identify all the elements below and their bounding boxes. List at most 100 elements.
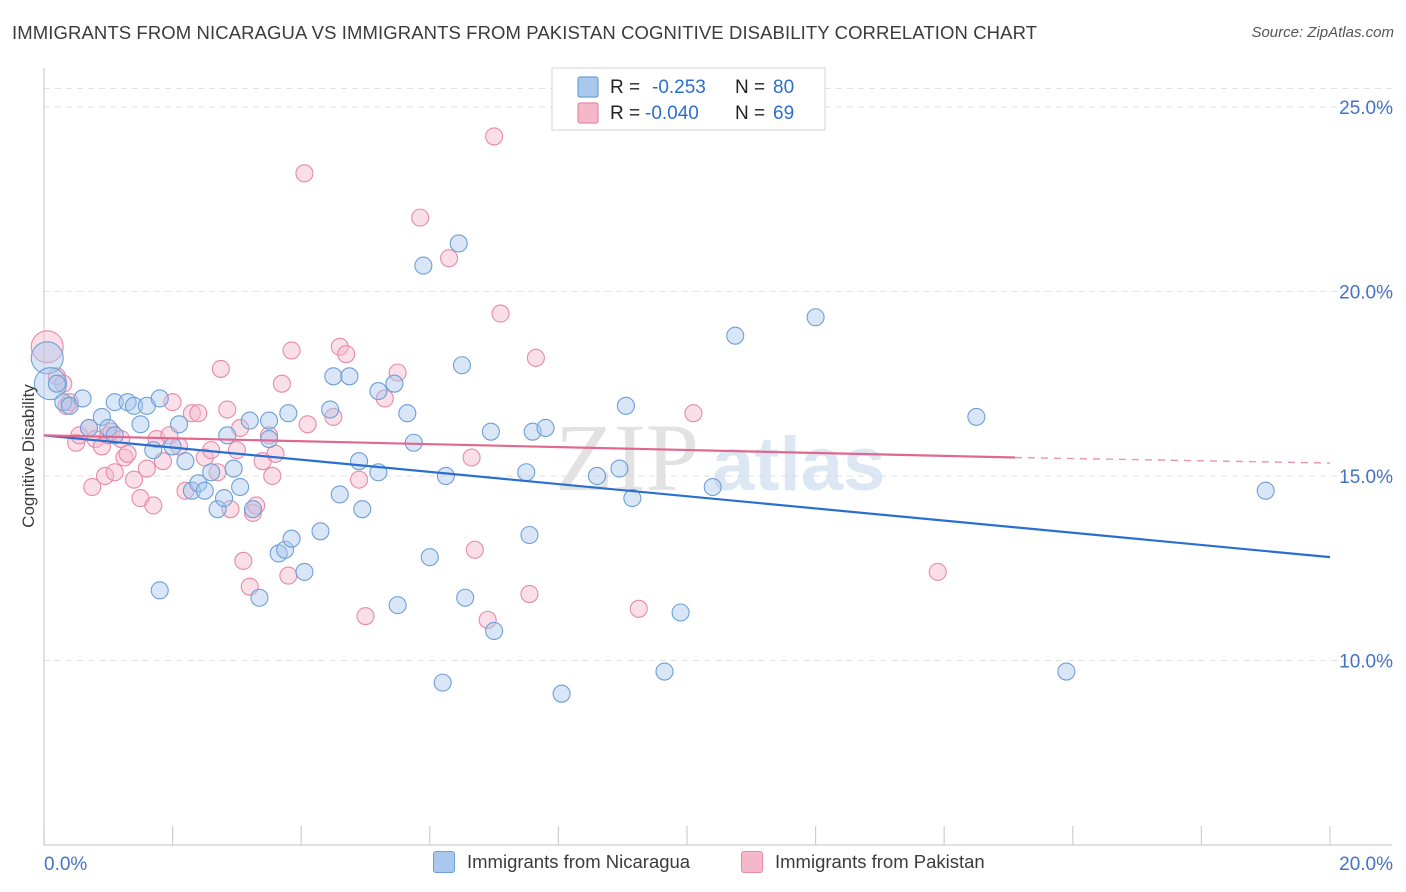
point-nicaragua (485, 621, 504, 641)
point-pakistan (337, 345, 356, 364)
point-nicaragua (671, 603, 690, 622)
point-nicaragua (726, 326, 745, 345)
point-nicaragua (150, 389, 169, 408)
point-nicaragua (214, 489, 234, 508)
legend-n-label-2: N = (735, 103, 765, 124)
legend-swatch-nicaragua (577, 76, 599, 98)
point-nicaragua (623, 489, 642, 508)
point-nicaragua (610, 459, 629, 478)
point-nicaragua (131, 415, 150, 434)
point-nicaragua (105, 426, 124, 445)
legend-r-label-2: R = (610, 103, 640, 124)
axes (43, 68, 1392, 846)
point-nicaragua (456, 588, 475, 607)
grid (44, 87, 1392, 661)
point-pakistan (629, 599, 648, 618)
point-pakistan (189, 404, 208, 423)
source-label: Source: ZipAtlas.com (1251, 24, 1394, 41)
point-nicaragua (449, 234, 468, 253)
point-nicaragua (259, 429, 279, 449)
point-nicaragua (536, 418, 555, 438)
point-pakistan (118, 444, 137, 463)
point-pakistan (478, 610, 497, 629)
x-tick-label: 0.0% (44, 854, 87, 875)
point-nicaragua (385, 374, 404, 393)
point-pakistan (218, 400, 237, 419)
point-nicaragua (276, 540, 295, 559)
point-nicaragua (240, 411, 259, 430)
point-nicaragua (330, 485, 349, 504)
point-pakistan (182, 404, 201, 423)
point-nicaragua (452, 356, 472, 375)
point-pakistan (282, 341, 301, 360)
point-pakistan (388, 363, 407, 382)
point-nicaragua (517, 463, 536, 482)
watermark-atlas: atlas (712, 422, 885, 507)
bottom-legend-label-nicaragua: Immigrants from Nicaragua (467, 851, 691, 872)
point-nicaragua (321, 400, 340, 419)
point-pakistan (375, 389, 394, 408)
point-pakistan (137, 459, 156, 478)
point-pakistan (350, 470, 369, 489)
point-nicaragua (202, 463, 221, 482)
legend-r-label-1: R = (610, 77, 640, 98)
point-pakistan (221, 500, 240, 519)
point-pakistan (211, 359, 230, 378)
point-pakistan (684, 404, 703, 423)
point-nicaragua (340, 367, 359, 386)
point-nicaragua (414, 256, 433, 275)
point-nicaragua (420, 548, 439, 567)
point-nicaragua (436, 466, 455, 486)
y-tick-label: 15.0% (1339, 467, 1393, 488)
point-pakistan (124, 470, 144, 489)
point-nicaragua (182, 481, 201, 500)
point-nicaragua (169, 415, 189, 434)
point-nicaragua (176, 452, 195, 471)
point-pakistan (440, 249, 459, 268)
point-nicaragua (703, 477, 722, 497)
point-nicaragua (1256, 481, 1275, 500)
point-nicaragua (311, 522, 330, 541)
point-nicaragua (587, 466, 607, 486)
bottom-legend-swatch-nicaragua (433, 851, 455, 873)
point-nicaragua (30, 341, 64, 375)
point-nicaragua (124, 396, 144, 415)
correlation-legend: R = -0.253 N = 80 R = -0.040 N = 69 (551, 67, 826, 131)
x-tick-label: 20.0% (1339, 854, 1393, 875)
point-nicaragua (295, 562, 314, 581)
point-nicaragua (520, 525, 539, 545)
legend-r-value-2: -0.040 (645, 103, 699, 124)
point-pakistan (298, 415, 317, 434)
point-pakistan (234, 551, 253, 570)
point-nicaragua (282, 529, 301, 548)
point-pakistan (263, 466, 282, 486)
point-nicaragua (250, 588, 269, 607)
point-pakistan (105, 463, 124, 482)
point-nicaragua (324, 367, 343, 386)
point-pakistan (520, 584, 539, 604)
point-pakistan (279, 566, 298, 585)
series-pakistan-points (30, 127, 947, 629)
point-pakistan (330, 337, 349, 356)
point-pakistan (227, 441, 246, 460)
bottom-legend-item-pakistan: Immigrants from Pakistan (741, 851, 985, 873)
bottom-legend: Immigrants from Nicaragua Immigrants fro… (0, 851, 1406, 879)
legend-n-value-2: 69 (773, 103, 794, 124)
point-nicaragua (967, 407, 986, 426)
point-pakistan (462, 448, 481, 467)
point-pakistan (144, 496, 163, 515)
point-nicaragua (259, 411, 279, 430)
point-nicaragua (218, 426, 237, 445)
point-pakistan (54, 374, 73, 393)
point-nicaragua (47, 374, 66, 393)
tick-labels: 10.0% 15.0% 20.0% 25.0% 0.0% 20.0% (44, 98, 1393, 875)
chart-title: IMMIGRANTS FROM NICARAGUA VS IMMIGRANTS … (12, 22, 1038, 43)
watermark-zip: ZIP (555, 404, 699, 511)
y-tick-label: 10.0% (1339, 651, 1393, 672)
series-nicaragua-points (30, 234, 1275, 703)
trend-line-pakistan-extension (1014, 456, 1331, 464)
point-nicaragua (231, 477, 250, 497)
y-axis-label: Cognitive Disability (19, 384, 38, 528)
trend-line-pakistan (43, 434, 1015, 459)
point-nicaragua (353, 500, 372, 519)
